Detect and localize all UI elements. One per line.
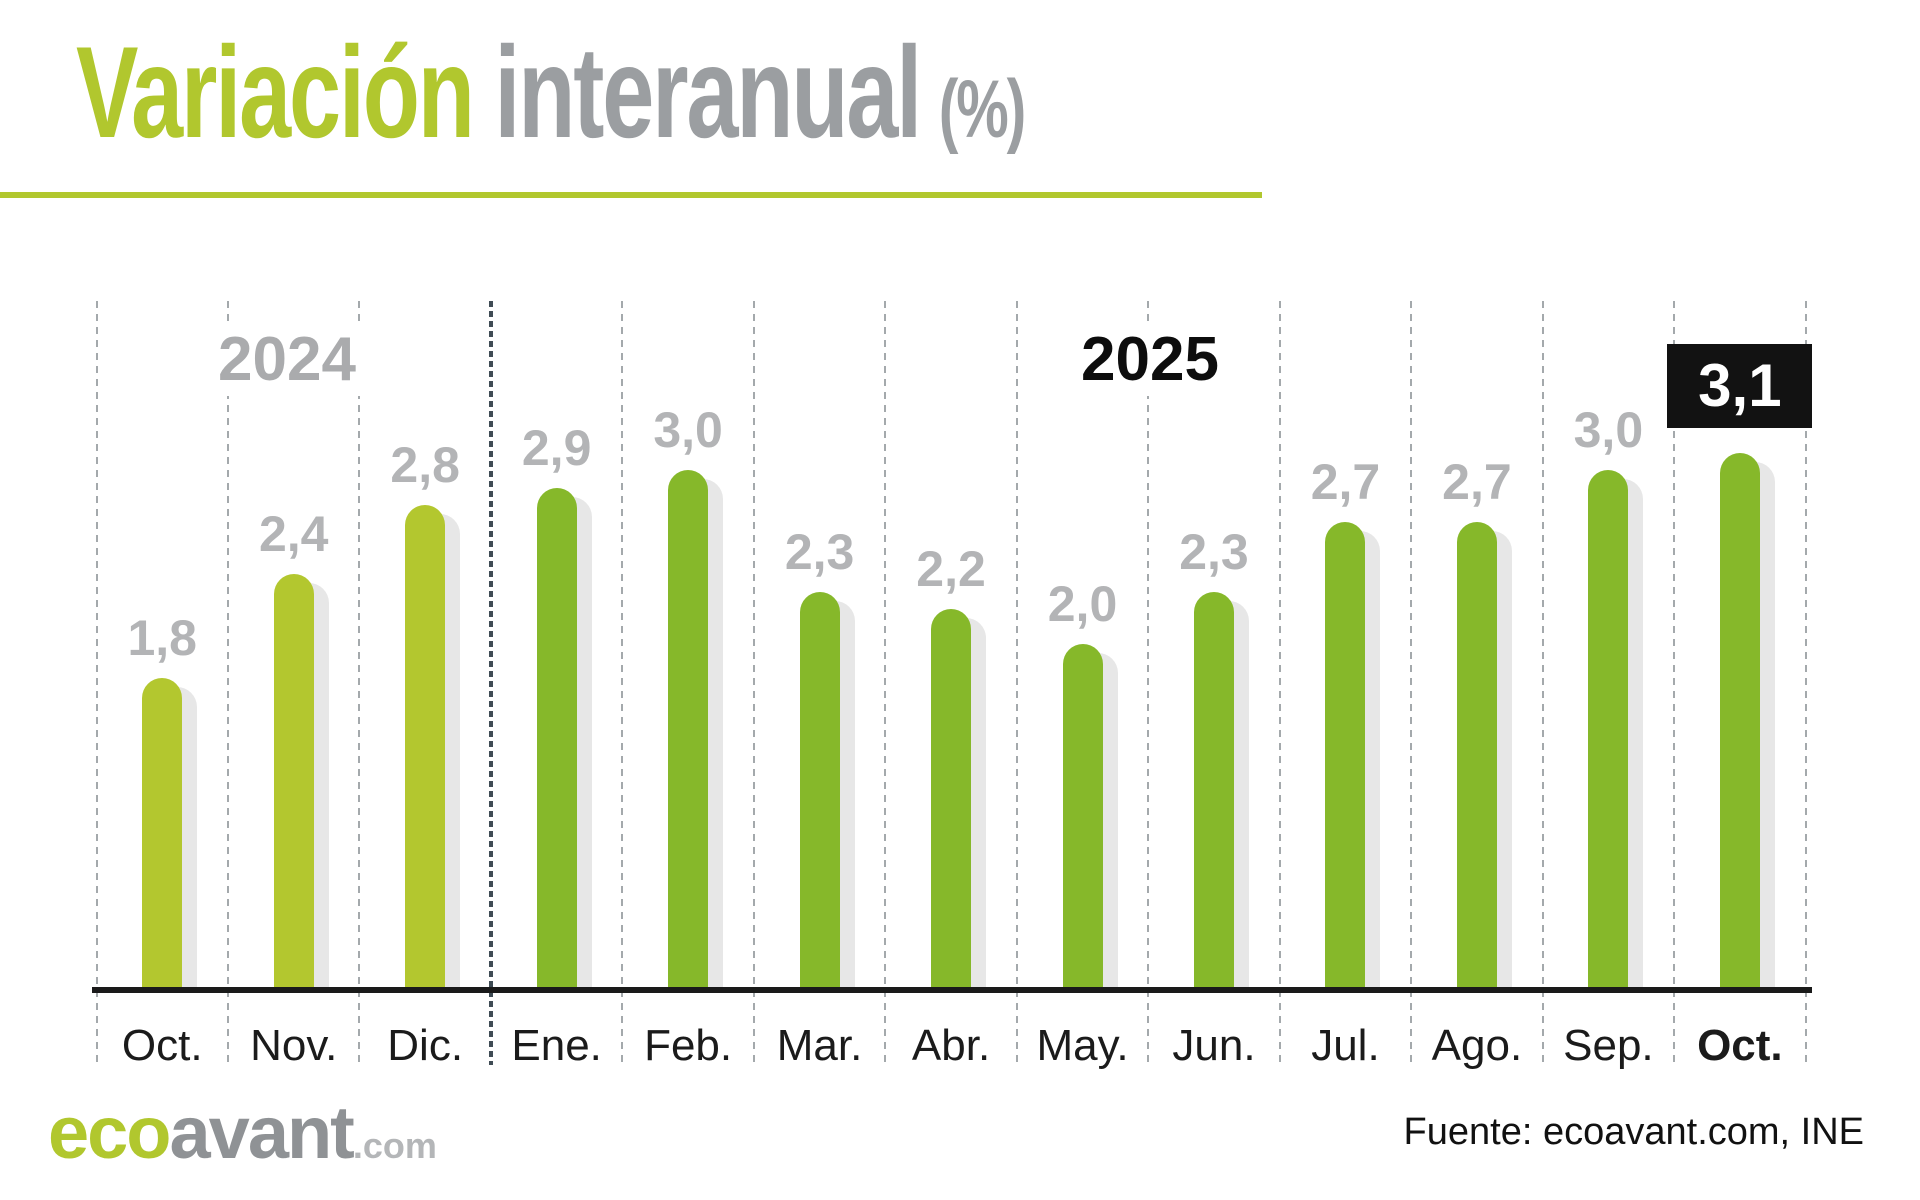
- bar-1-nov: [273, 574, 314, 990]
- title-underline: [0, 192, 1262, 198]
- title-unit: (%): [938, 64, 1026, 155]
- bar-0-oct: [142, 678, 183, 990]
- value-label: 2,7: [1442, 454, 1512, 511]
- gridline: [1015, 301, 1018, 1065]
- gridline: [752, 301, 755, 1065]
- gridline: [1278, 301, 1281, 1065]
- title-highlight: Variación: [76, 19, 475, 165]
- title-rest: interanual: [494, 19, 922, 165]
- bar-9-jul: [1325, 522, 1366, 990]
- bar-7-may: [1062, 643, 1103, 990]
- logo-avant: avant: [169, 1091, 355, 1174]
- value-label: 2,3: [1179, 523, 1249, 580]
- value-label: 2,9: [521, 419, 592, 476]
- value-label: 2,4: [258, 506, 329, 563]
- bar-2-dic: [405, 505, 446, 990]
- value-label: 2,7: [1310, 454, 1381, 511]
- month-label-mar: Mar.: [776, 1021, 863, 1070]
- month-label-feb: Feb.: [644, 1021, 733, 1070]
- bar-11-sep: [1588, 470, 1629, 990]
- month-label-oct: Oct.: [1697, 1021, 1783, 1070]
- gridline: [884, 301, 887, 1065]
- gridline: [95, 301, 98, 1065]
- month-label-oct: Oct.: [121, 1021, 203, 1070]
- logo-eco: eco: [48, 1091, 172, 1174]
- logo-tld: .com: [352, 1125, 437, 1166]
- value-label: 1,8: [127, 610, 197, 667]
- gridline: [226, 301, 229, 1065]
- gridline: [1804, 301, 1807, 1065]
- value-label: 3,0: [1573, 402, 1644, 459]
- value-label-highlight: 3,1: [1667, 344, 1813, 429]
- month-label-jul: Jul.: [1311, 1021, 1380, 1070]
- gridline: [1673, 301, 1676, 1065]
- year-label-2025: 2025: [1065, 324, 1235, 396]
- bar-12-oct: [1719, 453, 1760, 990]
- gridline: [621, 301, 624, 1065]
- year-divider-gridline: [488, 301, 493, 1065]
- source-credit: Fuente: ecoavant.com, INE: [1403, 1111, 1864, 1153]
- bar-5-mar: [799, 591, 840, 990]
- x-axis: [92, 987, 1812, 993]
- value-label: 2,3: [784, 523, 855, 580]
- gridline: [1541, 301, 1544, 1065]
- month-label-jun: Jun.: [1172, 1021, 1256, 1070]
- bar-10-ago: [1456, 522, 1497, 990]
- page-title: Variación interanual (%): [76, 26, 1026, 176]
- month-label-sep: Sep.: [1563, 1021, 1654, 1070]
- year-label-2024: 2024: [202, 324, 372, 396]
- month-label-abr: Abr.: [911, 1021, 991, 1070]
- month-label-dic: Dic.: [387, 1021, 464, 1070]
- gridline: [358, 301, 361, 1065]
- bar-6-abr: [931, 608, 972, 990]
- month-label-nov: Nov.: [250, 1021, 338, 1070]
- value-label: 2,2: [916, 540, 986, 597]
- month-label-may: May.: [1036, 1021, 1129, 1070]
- bar-4-feb: [668, 470, 709, 990]
- bar-3-ene: [536, 487, 577, 990]
- value-label: 2,0: [1047, 575, 1118, 632]
- gridline: [1147, 301, 1150, 1065]
- gridline: [1410, 301, 1413, 1065]
- month-label-ene: Ene.: [511, 1021, 602, 1070]
- value-label: 3,0: [653, 402, 723, 459]
- bar-8-jun: [1193, 591, 1234, 990]
- ecoavant-logo: ecoavant.com: [48, 1096, 437, 1183]
- month-label-ago: Ago.: [1431, 1021, 1523, 1070]
- value-label: 2,8: [390, 437, 460, 494]
